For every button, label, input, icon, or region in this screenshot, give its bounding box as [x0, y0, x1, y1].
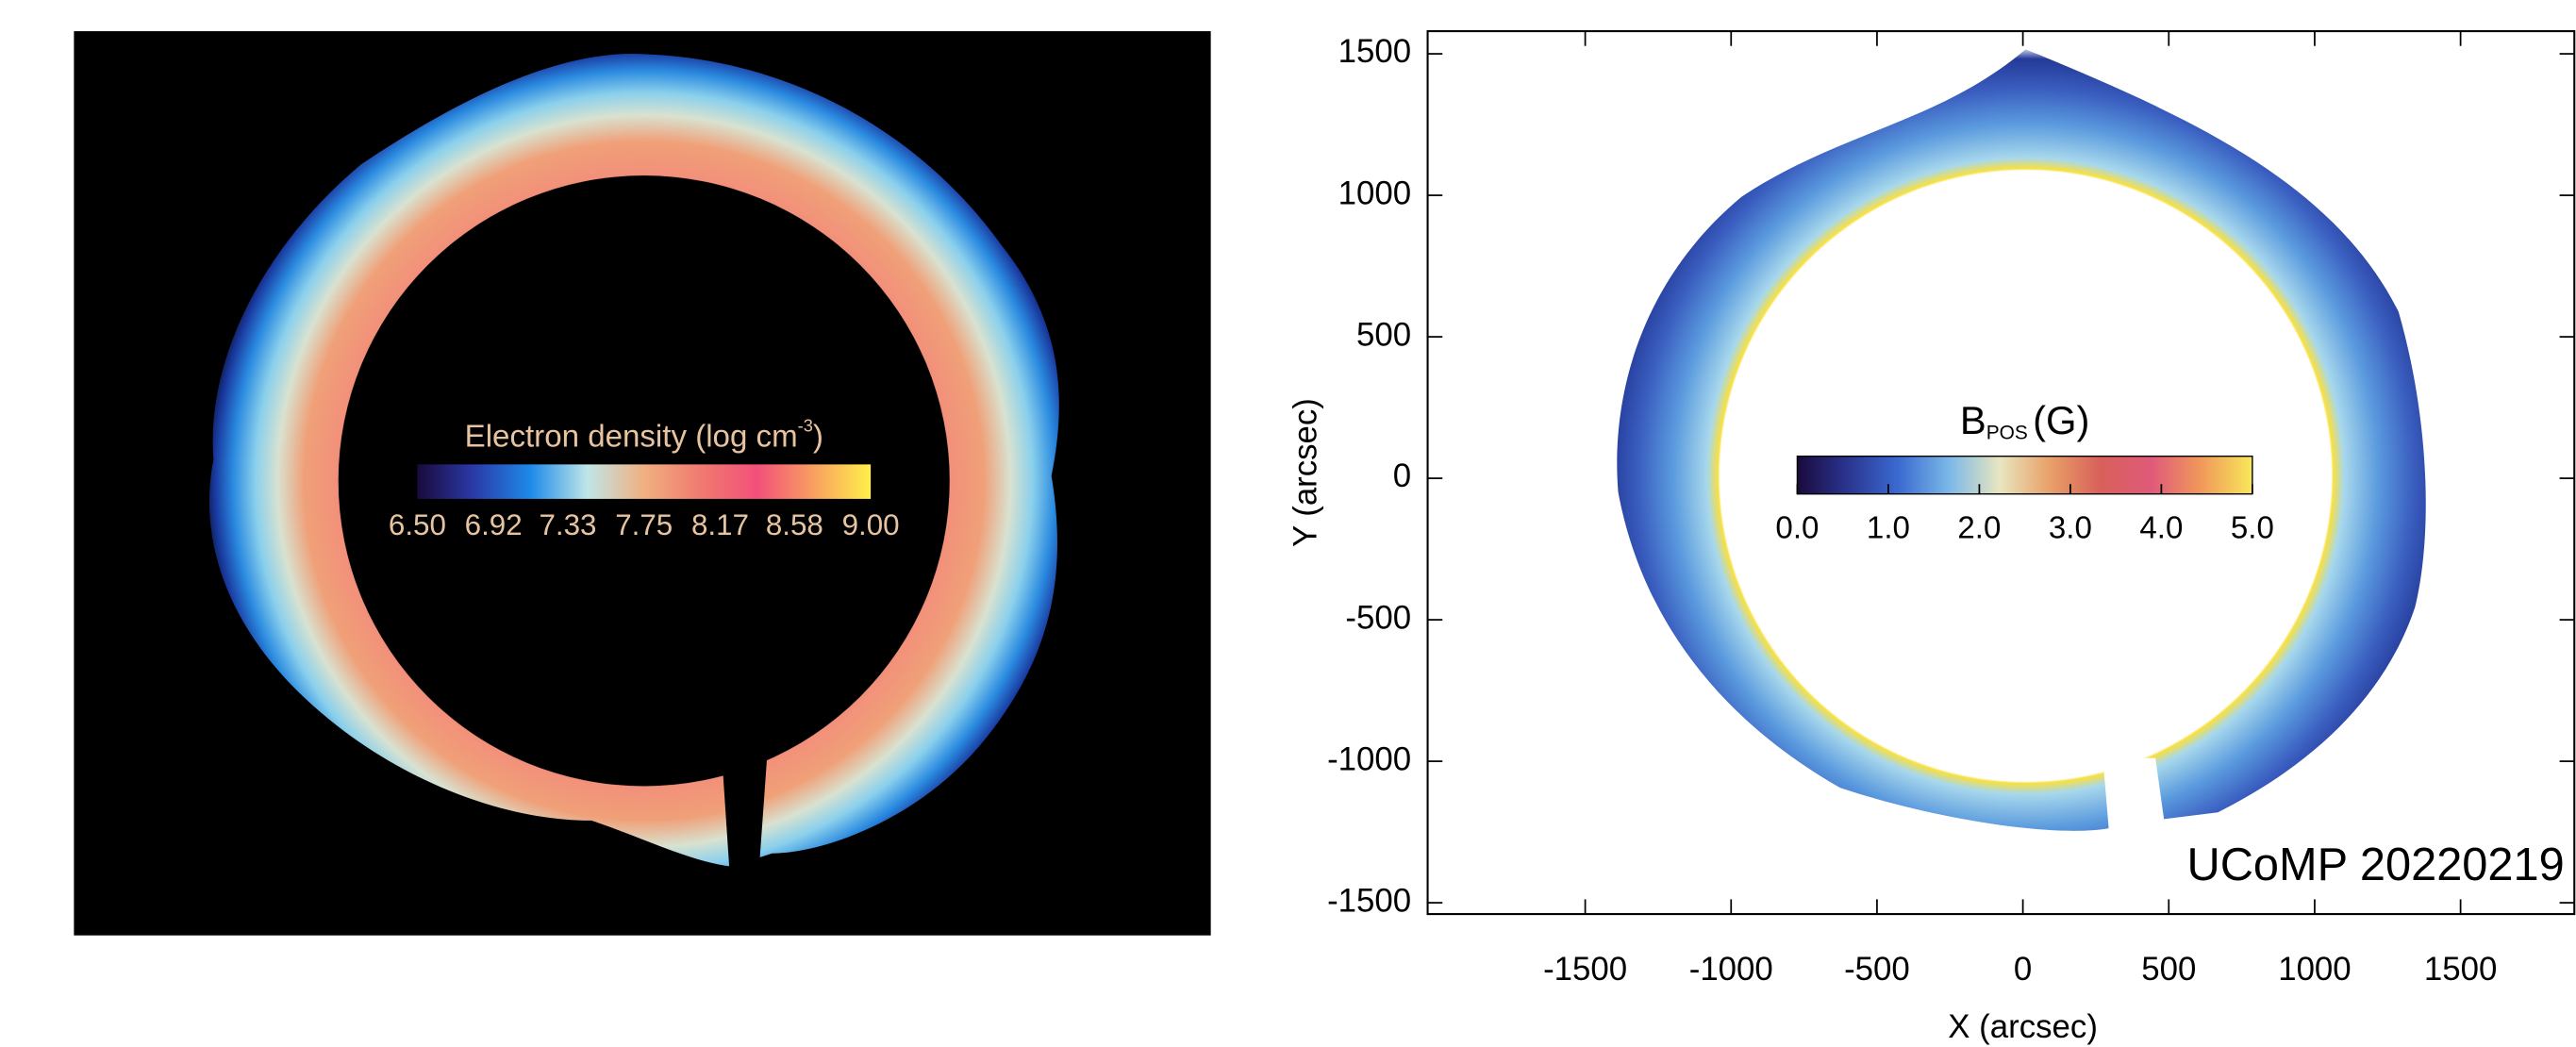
x-axis-label: X (arcsec) — [1948, 1008, 2098, 1045]
colorbar-title-text: B — [1960, 398, 1986, 442]
colorbar-tick-label: 7.75 — [615, 508, 673, 541]
colorbar-tick-label: 6.50 — [389, 508, 446, 541]
colorbar-tick-label: 9.00 — [842, 508, 900, 541]
y-tick-label: 0 — [1393, 457, 1411, 494]
plot-frame — [1426, 30, 2576, 916]
annotation: UCoMP 20220219 — [2186, 839, 2564, 890]
y-tick-label: 1500 — [1338, 33, 1411, 70]
occulter-gap — [723, 755, 768, 871]
colorbar — [1796, 455, 2253, 495]
x-tick-label: 1000 — [2278, 951, 2351, 988]
colorbar-title: BPOS (G) — [1960, 398, 2090, 443]
y-tick-label: -1500 — [1327, 882, 1411, 919]
x-tick-label: -1500 — [1543, 951, 1627, 988]
colorbar-title: Electron density (log cm-3) — [465, 416, 823, 454]
x-tick-label: -500 — [1844, 951, 1910, 988]
y-tick-label: -500 — [1345, 599, 1411, 636]
colorbar-tick-label: 7.33 — [539, 508, 596, 541]
colorbar — [417, 464, 872, 499]
colorbar-tick-label: 1.0 — [1867, 511, 1910, 546]
colorbar-title-superscript: -3 — [798, 416, 813, 435]
colorbar-title-text: Electron density (log cm — [465, 419, 798, 454]
colorbar-tick-label: 8.58 — [766, 508, 823, 541]
x-tick-label: 1500 — [2424, 951, 2497, 988]
colorbar-title-subscript: POS — [1986, 422, 2028, 443]
colorbar-tick-label: 2.0 — [1957, 511, 2001, 546]
colorbar-tick-label: 5.0 — [2231, 511, 2274, 546]
y-tick-label: 500 — [1356, 316, 1411, 353]
colorbar-tick-label: 4.0 — [2139, 511, 2183, 546]
colorbar-tick-label: 8.17 — [691, 508, 749, 541]
y-tick-label: -1000 — [1327, 740, 1411, 777]
colorbar-tick-label: 0.0 — [1775, 511, 1819, 546]
colorbar-tick-label: 6.92 — [465, 508, 523, 541]
occulter-gap — [2102, 757, 2166, 838]
colorbar-tick-label: 3.0 — [2049, 511, 2092, 546]
x-tick-label: 500 — [2141, 951, 2196, 988]
x-tick-label: -1000 — [1689, 951, 1773, 988]
y-axis-label: Y (arcsec) — [1288, 398, 1324, 547]
x-tick-label: 0 — [2014, 951, 2032, 988]
colorbar-title-end: (G) — [2033, 398, 2089, 442]
colorbar-title-end: ) — [813, 419, 823, 454]
y-tick-label: 1000 — [1338, 174, 1411, 211]
